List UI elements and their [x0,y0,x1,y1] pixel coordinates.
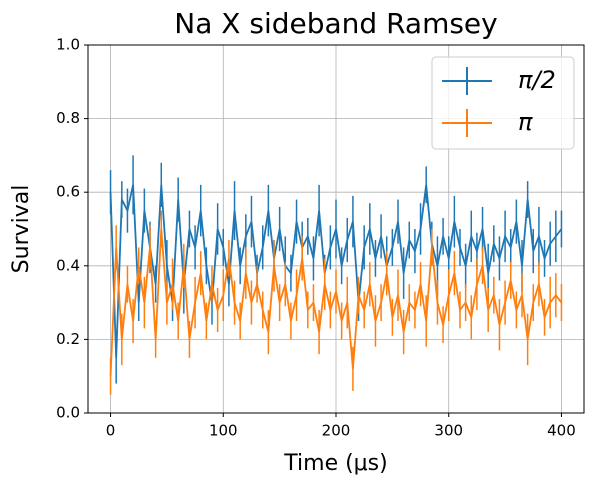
x-axis-label: Time (μs) [283,451,387,476]
series-line [109,228,563,377]
y-tick-label: 0.8 [56,109,80,127]
legend-label: π [518,108,533,136]
x-tick-label: 100 [209,422,238,440]
y-tick-label: 0.0 [56,404,80,422]
y-tick-label: 0.4 [56,256,80,274]
y-tick-label: 1.0 [56,36,80,54]
x-tick-label: 0 [106,422,116,440]
x-tick-label: 300 [434,422,463,440]
y-tick-label: 0.2 [56,330,80,348]
y-axis-label: Survival [9,185,34,274]
y-tick-label: 0.6 [56,183,80,201]
x-tick-label: 400 [547,422,576,440]
x-tick-label: 200 [322,422,351,440]
plot-frame [87,44,585,414]
legend-label: π/2 [518,66,556,94]
series-line [109,184,563,358]
chart-title: Na X sideband Ramsey [174,7,497,40]
